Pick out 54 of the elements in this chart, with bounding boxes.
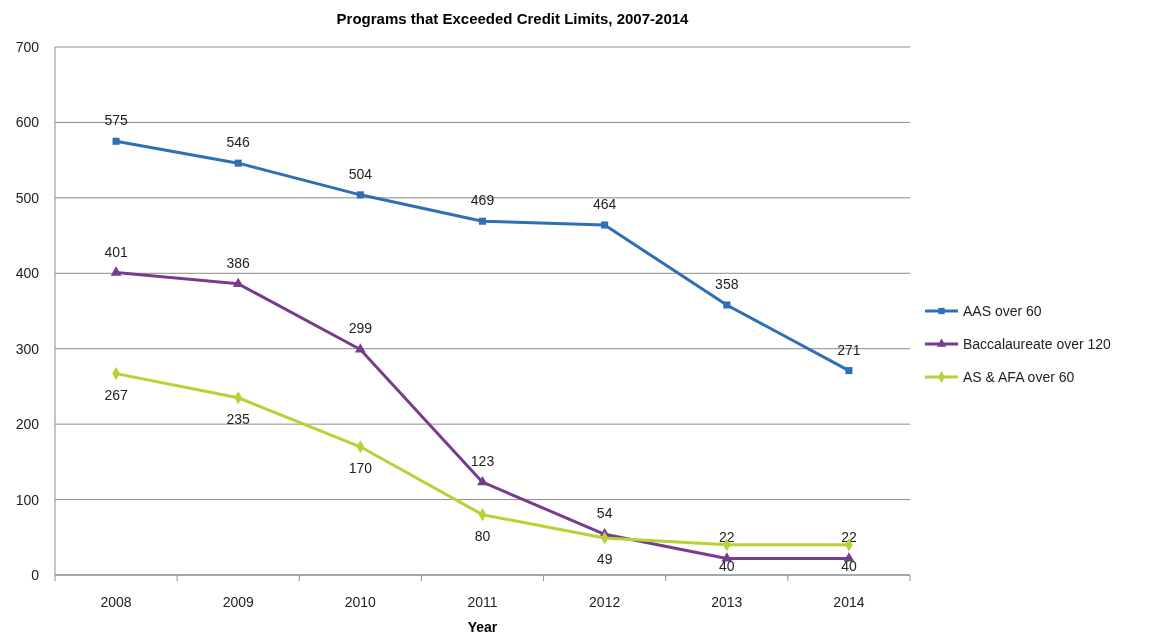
point — [845, 367, 853, 375]
point — [478, 217, 487, 225]
data-label: 80 — [474, 527, 491, 544]
data-label: 299 — [348, 320, 373, 337]
point — [477, 476, 488, 486]
data-label: 469 — [470, 192, 495, 209]
point — [110, 266, 122, 276]
data-label: 504 — [348, 165, 373, 182]
data-label: 401 — [104, 243, 128, 260]
point — [354, 343, 366, 353]
y-tick-label: 100 — [15, 491, 40, 508]
data-label: 40 — [841, 557, 857, 574]
legend-label: AS & AFA over 60 — [963, 369, 1075, 385]
x-tick-label: 2010 — [344, 594, 377, 610]
x-axis-title: Year — [467, 619, 498, 634]
point — [601, 221, 609, 229]
y-tick-label: 300 — [15, 340, 40, 357]
point — [112, 137, 120, 145]
y-tick-label: 600 — [15, 114, 40, 131]
legend-label: AAS over 60 — [963, 303, 1042, 319]
data-label: 575 — [104, 112, 128, 129]
point — [843, 552, 855, 562]
legend-label: Baccalaureate over 120 — [963, 336, 1112, 352]
data-label: 123 — [470, 453, 495, 470]
data-label: 271 — [837, 341, 861, 358]
point — [234, 159, 242, 167]
x-tick-label: 2008 — [100, 594, 132, 610]
x-tick-label: 2013 — [711, 594, 743, 610]
y-tick-label: 0 — [31, 567, 40, 583]
data-label: 267 — [104, 386, 128, 403]
point — [356, 191, 364, 199]
data-label: 386 — [226, 254, 251, 271]
data-label: 170 — [348, 459, 373, 476]
data-label: 464 — [592, 196, 617, 213]
data-label: 22 — [719, 529, 735, 546]
x-tick-label: 2012 — [589, 594, 621, 610]
data-label: 235 — [226, 410, 251, 427]
x-tick-label: 2009 — [222, 594, 254, 610]
data-label: 358 — [715, 275, 739, 292]
point — [232, 277, 244, 287]
data-label: 40 — [719, 557, 735, 574]
chart-title: Programs that Exceeded Credit Limits, 2007-2014 — [336, 10, 690, 27]
data-label: 22 — [841, 529, 857, 546]
data-label: 49 — [596, 551, 613, 568]
y-tick-label: 700 — [15, 39, 40, 55]
data-label: 54 — [596, 505, 613, 522]
x-tick-label: 2014 — [833, 594, 865, 610]
point — [723, 301, 731, 309]
y-tick-label: 200 — [15, 416, 40, 433]
y-tick-label: 500 — [15, 189, 40, 206]
point — [721, 552, 733, 562]
y-tick-label: 400 — [15, 265, 40, 282]
x-tick-label: 2011 — [467, 594, 498, 610]
data-label: 546 — [226, 134, 251, 151]
